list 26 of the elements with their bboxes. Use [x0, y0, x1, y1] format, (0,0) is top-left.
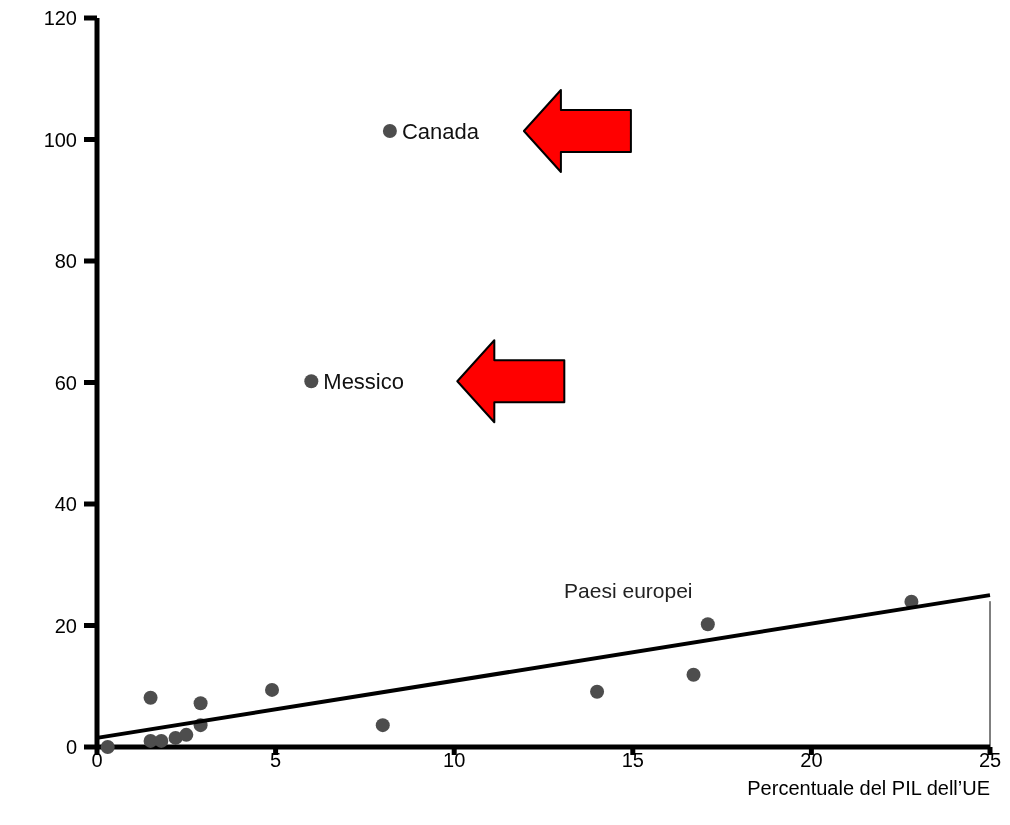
y-tick-label: 60 [54, 371, 77, 394]
x-tick-label: 20 [800, 749, 823, 771]
point [193, 696, 208, 711]
point [265, 682, 280, 697]
x-tick-label: 10 [443, 749, 466, 771]
annotation: Paesi europei [564, 578, 693, 602]
point [143, 690, 158, 705]
annotation: Messico [323, 369, 405, 395]
point [686, 667, 701, 682]
x-tick-label: 25 [978, 749, 1002, 771]
point [304, 374, 319, 389]
x-axis-title: Percentuale del PIL dell’UE [747, 777, 990, 799]
point [154, 733, 169, 748]
y-tick-label: 80 [54, 250, 77, 272]
point [382, 124, 397, 138]
y-tick-label: 100 [43, 128, 77, 151]
annotation: Canada [401, 118, 480, 144]
point [375, 718, 390, 733]
point [590, 684, 605, 699]
x-tick-label: 15 [621, 749, 644, 771]
y-tick-label: 20 [54, 614, 77, 637]
y-tick-label: 40 [54, 493, 77, 515]
y-tick-label: 120 [43, 7, 77, 29]
point [179, 727, 194, 742]
point [700, 617, 715, 632]
point [100, 740, 115, 754]
